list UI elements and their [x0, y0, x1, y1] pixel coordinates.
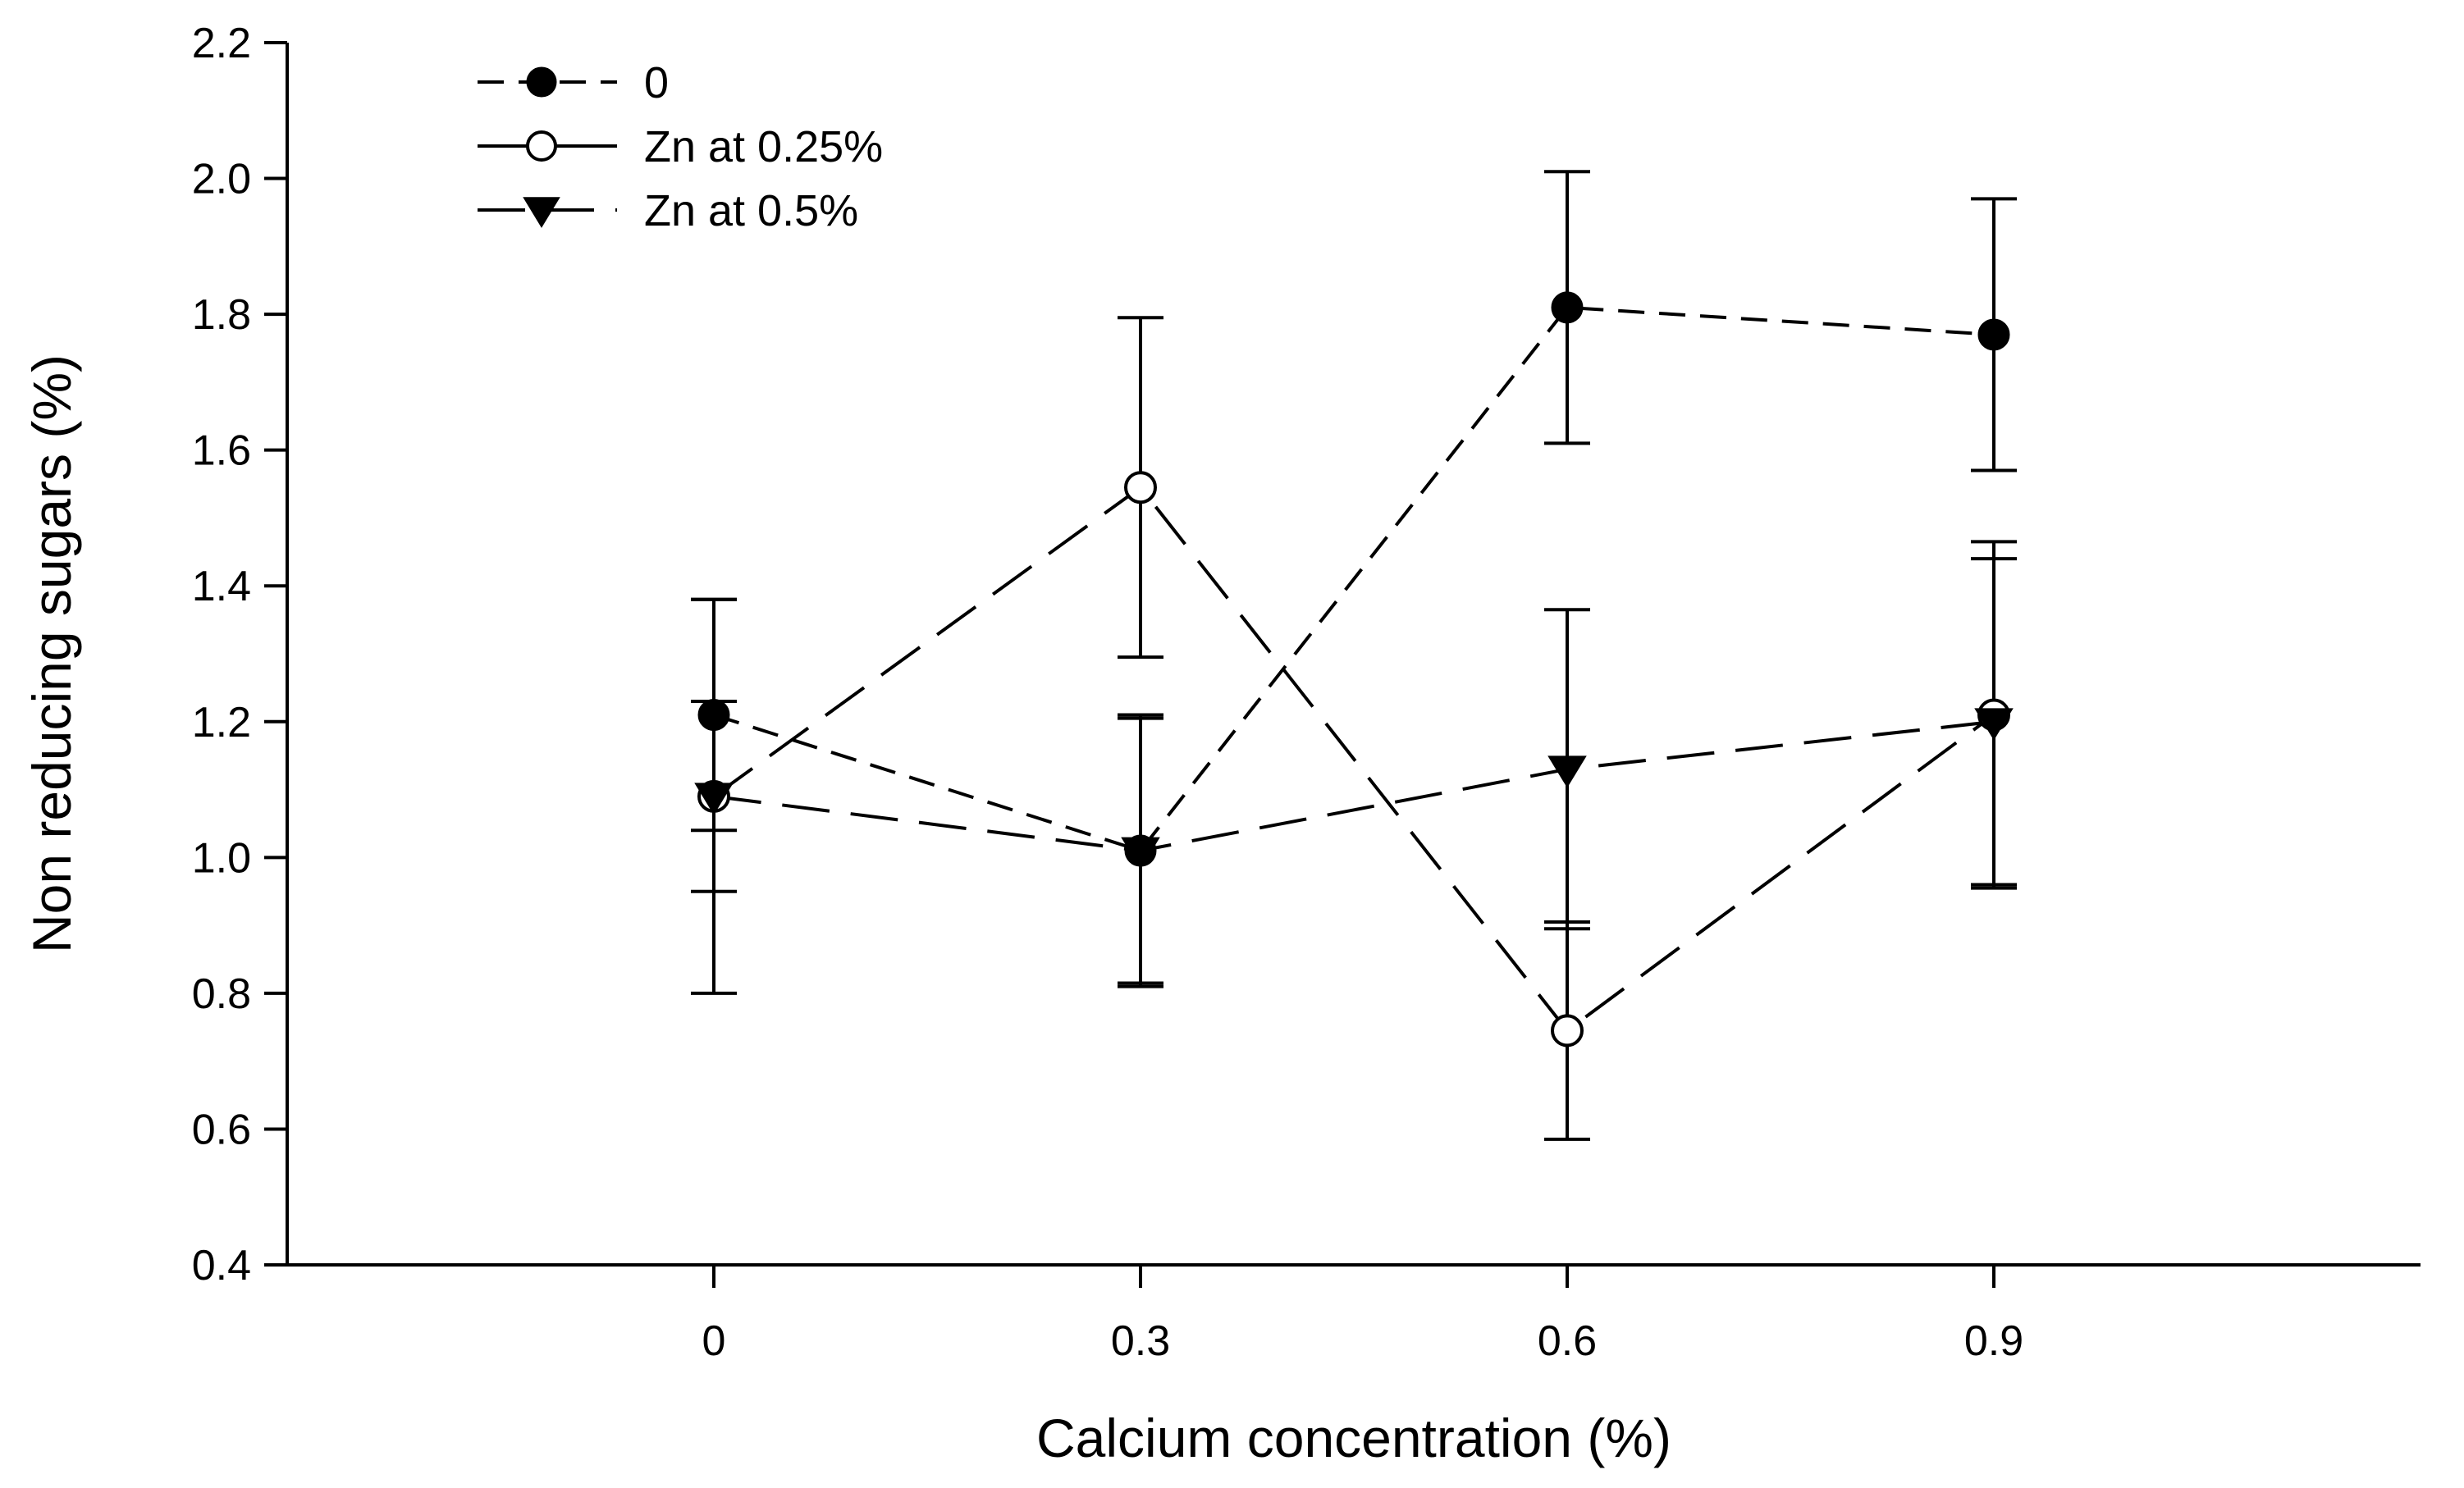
- series-3-markers: [694, 708, 2014, 870]
- y-tick-label: 2.2: [192, 20, 251, 67]
- data-point: [694, 783, 734, 815]
- series-line: [713, 305, 1995, 853]
- y-tick-label: 1.6: [192, 427, 251, 475]
- y-tick-label: 0.8: [192, 970, 251, 1018]
- legend-item: Zn at 0.5%: [478, 186, 858, 235]
- legend-label: 0: [644, 58, 669, 107]
- x-tick-label: 0.9: [1964, 1317, 2023, 1365]
- legend-marker: [526, 66, 557, 98]
- legend: 0 Zn at 0.25% Zn at 0.5%: [478, 58, 883, 235]
- series-line: [713, 719, 1995, 853]
- data-point: [1121, 837, 1160, 870]
- x-axis-title: Calcium concentration (%): [1036, 1408, 1671, 1468]
- series-1: [691, 170, 2017, 988]
- x-tick-label: 0.3: [1111, 1317, 1170, 1365]
- legend-item: Zn at 0.25%: [478, 122, 883, 171]
- y-axis-ticks: 0.4 0.6 0.8 1.0 1.2 1.4 1.6 1.8 2.0 2.2: [192, 20, 287, 1289]
- y-tick-label: 1.8: [192, 291, 251, 339]
- y-tick-label: 2.0: [192, 156, 251, 203]
- plot-area: [286, 43, 2421, 1267]
- legend-item: 0: [478, 58, 669, 107]
- data-point: [1547, 755, 1587, 788]
- y-tick-label: 1.4: [192, 563, 251, 610]
- legend-marker: [523, 197, 560, 228]
- series-line: [712, 485, 1995, 1034]
- y-tick-label: 0.4: [192, 1242, 251, 1289]
- y-tick-label: 1.2: [192, 699, 251, 746]
- x-tick-label: 0.6: [1538, 1317, 1597, 1365]
- legend-marker: [526, 130, 557, 162]
- data-point: [697, 699, 730, 731]
- data-point: [1124, 471, 1157, 504]
- legend-label: Zn at 0.25%: [644, 122, 883, 171]
- data-point: [1977, 318, 2010, 351]
- series-layer: [691, 170, 2017, 1141]
- data-point: [1974, 708, 2014, 741]
- y-tick-label: 1.0: [192, 834, 251, 882]
- x-axis-ticks: 0 0.3 0.6 0.9: [702, 1265, 2023, 1365]
- data-point: [1551, 1014, 1584, 1048]
- y-axis-title: Non reducing sugars (%): [21, 354, 82, 953]
- x-tick-label: 0: [702, 1317, 726, 1365]
- y-tick-label: 0.6: [192, 1106, 251, 1153]
- series-2: [691, 316, 2017, 1141]
- legend-label: Zn at 0.5%: [644, 186, 858, 235]
- data-point: [1551, 291, 1584, 324]
